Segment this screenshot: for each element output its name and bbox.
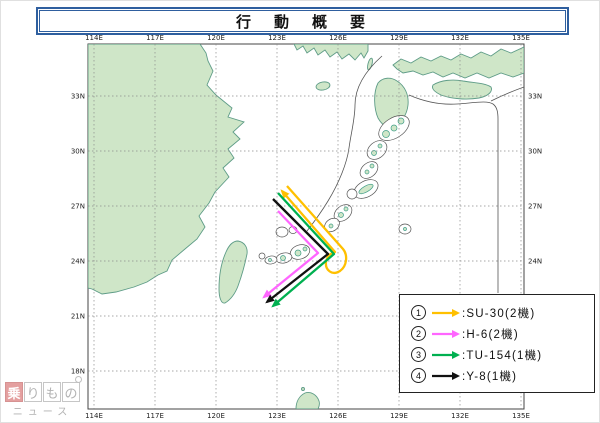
flight-routes [262, 185, 348, 308]
legend-box: 1 :SU-30(2機) 2 :H-6(2機) 3 :TU-154(1機) 4 :Y-8(1機… [399, 294, 595, 393]
lon-label-top: 126E [329, 34, 347, 42]
legend-entry: 4 :Y-8(1機) [411, 365, 594, 386]
legend-entry: 3 :TU-154(1機) [411, 344, 594, 365]
lon-label-bottom: 132E [451, 412, 469, 420]
lat-label-right: 30N [528, 148, 542, 156]
lon-label-top: 129E [390, 34, 408, 42]
lat-label-left: 21N [71, 313, 85, 321]
boundary-east [408, 94, 499, 293]
route-su30 [280, 185, 348, 274]
lon-label-bottom: 135E [512, 412, 530, 420]
legend-label: :TU-154(1機) [462, 349, 543, 362]
legend-label: :H-6(2機) [462, 328, 519, 341]
lon-label-bottom: 114E [85, 412, 103, 420]
lon-label-top: 120E [207, 34, 225, 42]
legend-rows: 1 :SU-30(2機) 2 :H-6(2機) 3 :TU-154(1機) 4 :Y-8(1機… [411, 302, 594, 386]
route-y8 [265, 198, 330, 304]
watermark-box-char: り [24, 382, 42, 402]
lon-label-bottom: 126E [329, 412, 347, 420]
ryukyu-islets [268, 117, 407, 262]
watermark-box-char: も [43, 382, 61, 402]
legend-arrow-icon [432, 350, 460, 359]
lat-label-left: 33N [71, 93, 85, 101]
lon-label-bottom: 123E [268, 412, 286, 420]
lon-label-top: 135E [512, 34, 530, 42]
route-tu154 [271, 192, 336, 308]
luzon [295, 392, 320, 409]
legend-entry: 1 :SU-30(2機) [411, 302, 594, 323]
watermark-box-char: 乗 [5, 382, 23, 402]
lat-label-left: 18N [71, 368, 85, 376]
lat-label-right: 24N [528, 258, 542, 266]
legend-circled-number: 1 [411, 305, 426, 320]
page-title: 行 動 概 要 [235, 13, 369, 31]
lon-label-bottom: 129E [390, 412, 408, 420]
honshu [392, 46, 524, 79]
lon-label-top: 114E [85, 34, 103, 42]
title-box: 行 動 概 要 [36, 7, 569, 35]
watermark-boxes: 乗りもの [5, 376, 82, 402]
legend-arrow-icon [432, 308, 460, 317]
china-mainland [88, 44, 245, 295]
legend-circled-number: 2 [411, 326, 426, 341]
lat-label-left: 30N [71, 148, 85, 156]
lat-label-right: 27N [528, 203, 542, 211]
watermark-degree-mark [75, 376, 82, 383]
title-inner-border: 行 動 概 要 [39, 10, 566, 32]
lon-label-top: 117E [146, 34, 164, 42]
miyako-island [294, 249, 302, 257]
watermark-subtitle: ニュース [12, 407, 73, 418]
legend-label: :SU-30(2機) [462, 307, 536, 320]
legend-label: :Y-8(1機) [462, 370, 518, 383]
korea [293, 44, 369, 61]
shikoku [432, 79, 492, 100]
boundary-west [306, 55, 383, 232]
legend-circled-number: 3 [411, 347, 426, 362]
okinawa-island [358, 183, 374, 195]
lon-label-top: 132E [451, 34, 469, 42]
lon-label-top: 123E [268, 34, 286, 42]
route-h6 [262, 210, 320, 299]
legend-arrow-icon [432, 371, 460, 380]
legend-arrow-icon [432, 329, 460, 338]
axis-labels: 114E 114E 117E 117E 120E 120E 123E 123E 126E 126E… [71, 34, 542, 420]
lat-label-left: 24N [71, 258, 85, 266]
jeju-island [315, 81, 331, 91]
legend-circled-number: 4 [411, 368, 426, 383]
watermark-logo: 乗りもの ニュース [5, 376, 82, 418]
taiwan [218, 240, 248, 304]
legend-entry: 2 :H-6(2機) [411, 323, 594, 344]
small-island [301, 387, 305, 391]
lat-label-right: 33N [528, 93, 542, 101]
lon-label-bottom: 117E [146, 412, 164, 420]
watermark-box-char: の [62, 382, 80, 402]
lat-label-left: 27N [71, 203, 85, 211]
lon-label-bottom: 120E [207, 412, 225, 420]
